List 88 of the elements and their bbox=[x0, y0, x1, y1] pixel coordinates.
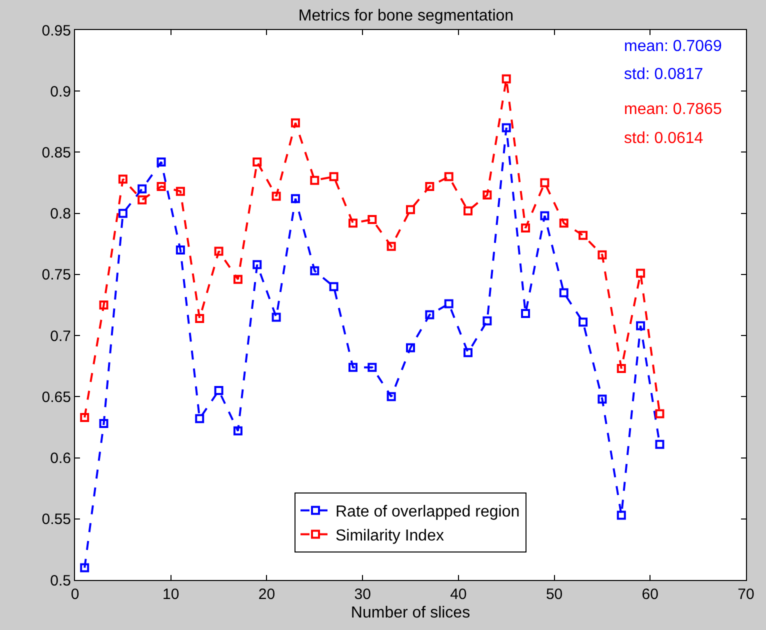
point bbox=[464, 348, 473, 358]
point bbox=[233, 274, 242, 284]
chart-title: Metrics for bone segmentation bbox=[298, 8, 514, 25]
point bbox=[138, 184, 147, 194]
point bbox=[616, 364, 626, 374]
point bbox=[598, 394, 607, 404]
point bbox=[118, 174, 128, 184]
point bbox=[521, 309, 530, 318]
y-tick-label: 0.75 bbox=[42, 266, 71, 284]
point bbox=[310, 176, 320, 185]
point bbox=[559, 218, 568, 228]
annotation: std: 0.0817 bbox=[624, 66, 704, 83]
point bbox=[176, 246, 185, 254]
legend-label: Rate of overlapped region bbox=[336, 504, 520, 521]
point bbox=[406, 205, 415, 214]
x-tick-label: 10 bbox=[162, 586, 180, 603]
legend-label: Similarity Index bbox=[336, 527, 444, 544]
x-tick-label: 0 bbox=[70, 586, 80, 603]
point bbox=[578, 318, 588, 327]
y-tick-label: 0.7 bbox=[50, 328, 71, 345]
point bbox=[214, 246, 224, 256]
point bbox=[176, 186, 185, 196]
point bbox=[655, 409, 664, 418]
point bbox=[636, 321, 646, 330]
point bbox=[156, 182, 166, 191]
y-tick-label: 0.85 bbox=[42, 144, 71, 162]
point bbox=[99, 300, 108, 310]
x-tick-label: 60 bbox=[642, 586, 658, 603]
y-tick-label: 0.5 bbox=[50, 572, 71, 590]
point bbox=[252, 158, 262, 166]
point bbox=[329, 172, 338, 182]
point bbox=[348, 362, 358, 372]
point bbox=[272, 312, 281, 322]
point bbox=[540, 211, 550, 220]
point bbox=[444, 172, 454, 182]
annotation: mean: 0.7069 bbox=[624, 38, 722, 55]
point bbox=[655, 440, 664, 449]
y-tick-label: 0.8 bbox=[50, 206, 71, 223]
x-tick-label: 30 bbox=[354, 586, 371, 603]
point bbox=[99, 419, 108, 428]
y-tick-label: 0.95 bbox=[42, 22, 71, 40]
point bbox=[348, 218, 358, 228]
x-tick-label: 50 bbox=[546, 586, 563, 603]
point bbox=[252, 260, 262, 270]
point bbox=[80, 563, 90, 572]
point bbox=[540, 178, 550, 188]
point bbox=[156, 158, 166, 166]
point bbox=[425, 182, 434, 191]
point bbox=[233, 426, 242, 436]
point bbox=[444, 299, 454, 308]
point bbox=[329, 282, 338, 292]
annotation: mean: 0.7865 bbox=[624, 101, 722, 118]
point bbox=[521, 224, 530, 232]
point bbox=[636, 268, 646, 278]
y-tick-label: 0.65 bbox=[42, 388, 71, 406]
x-tick-label: 70 bbox=[738, 586, 754, 603]
point bbox=[290, 194, 300, 204]
x-tick-label: 40 bbox=[450, 586, 467, 603]
point bbox=[406, 343, 415, 352]
point bbox=[272, 192, 281, 201]
point bbox=[195, 314, 204, 323]
point bbox=[310, 266, 320, 276]
y-tick-label: 0.9 bbox=[50, 83, 71, 100]
point bbox=[214, 386, 224, 396]
point bbox=[482, 190, 492, 200]
point bbox=[425, 310, 434, 320]
annotation: std: 0.0614 bbox=[624, 130, 704, 147]
point bbox=[464, 206, 473, 216]
point bbox=[386, 242, 396, 251]
point bbox=[386, 392, 396, 402]
point bbox=[598, 250, 607, 260]
x-axis-title: Number of slices bbox=[350, 604, 470, 622]
y-tick-label: 0.6 bbox=[50, 450, 71, 468]
point bbox=[559, 288, 568, 298]
point bbox=[138, 195, 147, 204]
point bbox=[482, 316, 492, 326]
x-tick-label: 20 bbox=[258, 586, 276, 603]
point bbox=[616, 510, 626, 520]
point bbox=[502, 74, 511, 84]
point bbox=[290, 118, 300, 128]
point bbox=[502, 123, 511, 132]
point bbox=[368, 214, 377, 224]
point bbox=[195, 414, 204, 424]
point bbox=[578, 230, 588, 240]
point bbox=[80, 412, 90, 422]
point bbox=[368, 362, 377, 372]
point bbox=[118, 208, 128, 218]
y-tick-label: 0.55 bbox=[42, 511, 71, 528]
